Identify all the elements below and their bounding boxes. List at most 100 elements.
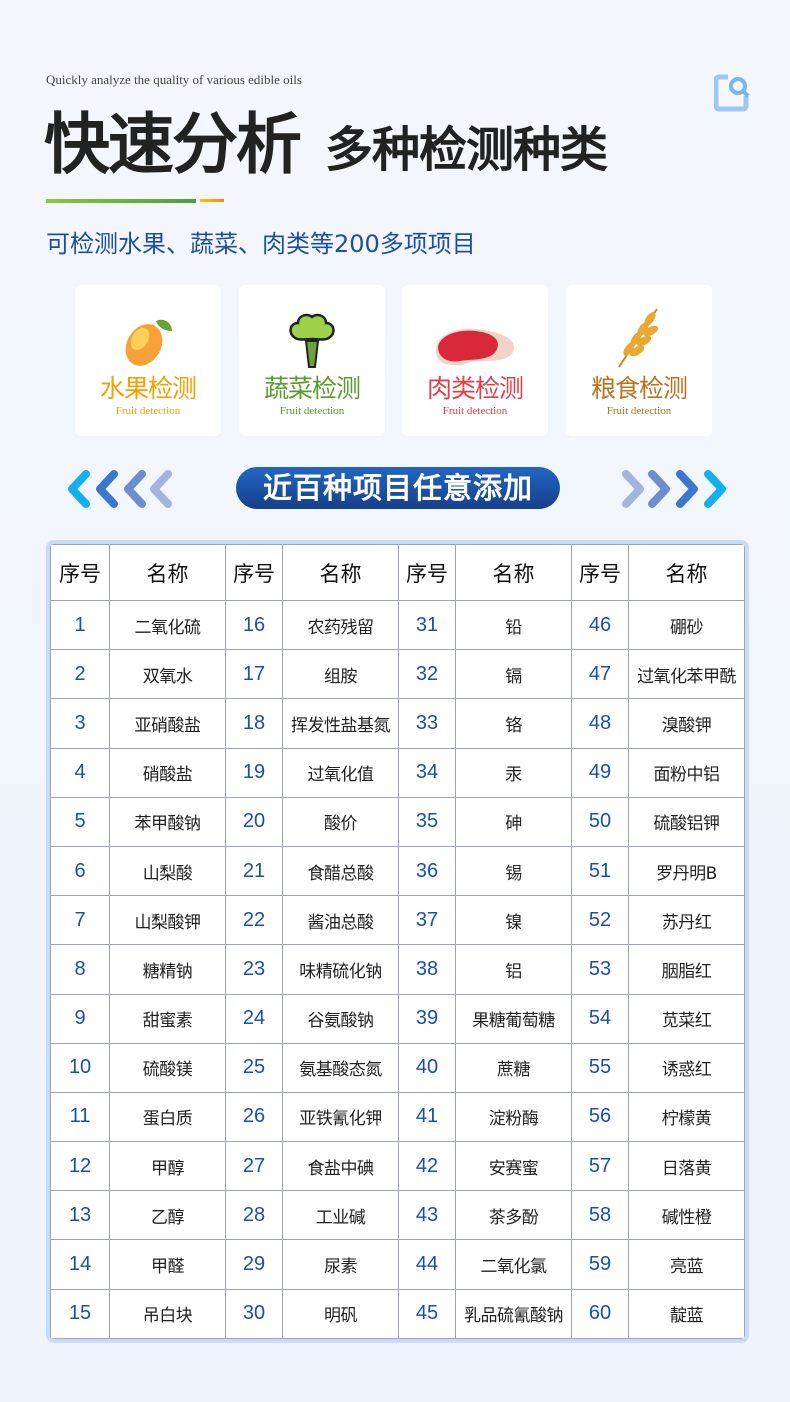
item-index: 53: [571, 944, 629, 995]
item-name: 靛蓝: [628, 1288, 745, 1339]
item-name: 果糖葡萄糖: [455, 993, 572, 1044]
table-row: 14 甲醛 29 尿素 44 二氧化氯 59 亮蓝: [50, 1239, 745, 1290]
column-header-index: 序号: [398, 544, 456, 601]
broccoli-icon: [289, 313, 335, 368]
item-name: 食盐中碘: [282, 1141, 399, 1192]
item-name: 糖精钠: [109, 944, 226, 995]
column-header-name: 名称: [628, 544, 745, 601]
table-row: 10 硫酸镁 25 氨基酸态氮 40 蔗糖 55 诱惑红: [50, 1042, 745, 1093]
item-index: 12: [50, 1141, 110, 1192]
item-index: 51: [571, 845, 629, 897]
item-name: 蛋白质: [109, 1091, 226, 1143]
table-row: 11 蛋白质 26 亚铁氰化钾 41 淀粉酶 56 柠檬黄: [50, 1091, 745, 1143]
item-name: 汞: [455, 747, 572, 798]
item-name: 锡: [455, 845, 572, 897]
item-index: 57: [571, 1141, 629, 1192]
item-name: 二氧化氯: [455, 1239, 572, 1290]
item-index: 46: [571, 599, 629, 651]
item-index: 52: [571, 895, 629, 946]
chevrons-right-icon: [622, 470, 726, 508]
item-name: 铬: [455, 698, 572, 749]
item-name: 溴酸钾: [628, 698, 745, 749]
item-index: 5: [50, 796, 110, 847]
item-name: 组胺: [282, 649, 399, 700]
page-subtitle: 多种检测种类: [325, 122, 608, 178]
card-subtitle: Fruit detection: [115, 405, 181, 417]
item-index: 33: [398, 698, 456, 749]
table-row: 13 乙醇 28 工业碱 43 茶多酚 58 碱性橙: [50, 1190, 745, 1241]
column-header-name: 名称: [109, 544, 226, 601]
item-index: 54: [571, 993, 629, 1044]
card-subtitle: Fruit detection: [606, 405, 672, 417]
item-name: 硫酸镁: [109, 1042, 226, 1093]
item-index: 42: [398, 1141, 456, 1192]
item-name: 罗丹明B: [628, 845, 745, 897]
item-name: 镉: [455, 649, 572, 700]
item-index: 37: [398, 895, 456, 946]
item-name: 味精硫化钠: [282, 944, 399, 995]
item-name: 铝: [455, 944, 572, 995]
divider-green: [46, 199, 196, 203]
column-header-index: 序号: [571, 544, 629, 601]
table-row: 1 二氧化硫 16 农药残留 31 铅 46 硼砂: [50, 599, 745, 651]
item-index: 34: [398, 747, 456, 798]
table-row: 4 硝酸盐 19 过氧化值 34 汞 49 面粉中铝: [50, 747, 745, 798]
meat-icon: [436, 328, 514, 366]
item-name: 苏丹红: [628, 895, 745, 946]
card-title: 水果检测: [99, 374, 197, 403]
card-subtitle: Fruit detection: [442, 405, 508, 417]
column-header-name: 名称: [455, 544, 572, 601]
item-index: 23: [225, 944, 283, 995]
item-name: 食醋总酸: [282, 845, 399, 897]
item-name: 山梨酸: [109, 845, 226, 897]
item-name: 安赛蜜: [455, 1141, 572, 1192]
item-index: 40: [398, 1042, 456, 1093]
item-index: 26: [225, 1091, 283, 1143]
item-index: 8: [50, 944, 110, 995]
page-title: 快速分析: [44, 105, 302, 183]
item-name: 蔗糖: [455, 1042, 572, 1093]
item-index: 29: [225, 1239, 283, 1290]
item-index: 48: [571, 698, 629, 749]
item-name: 乳品硫氰酸钠: [455, 1288, 572, 1339]
item-index: 10: [50, 1042, 110, 1093]
table-row: 15 吊白块 30 明矾 45 乳品硫氰酸钠 60 靛蓝: [50, 1288, 745, 1339]
item-index: 45: [398, 1288, 456, 1339]
item-name: 二氧化硫: [109, 599, 226, 651]
column-header-name: 名称: [282, 544, 399, 601]
card-vegetable: 蔬菜检测 Fruit detection: [239, 285, 385, 436]
item-index: 15: [50, 1288, 110, 1339]
item-index: 31: [398, 599, 456, 651]
item-name: 双氧水: [109, 649, 226, 700]
detection-items-table: 序号 名称 序号 名称 序号 名称 序号 名称 1 二氧化硫 16 农药残留 31 铅 46 硼砂 2 双氧水 1…: [46, 540, 749, 1343]
column-header-index: 序号: [225, 544, 283, 601]
description: 可检测水果、蔬菜、肉类等200多项项目: [46, 230, 476, 258]
item-index: 16: [225, 599, 283, 651]
table-row: 8 糖精钠 23 味精硫化钠 38 铝 53 胭脂红: [50, 944, 745, 995]
table-row: 5 苯甲酸钠 20 酸价 35 砷 50 硫酸铝钾: [50, 796, 745, 847]
item-name: 酸价: [282, 796, 399, 847]
item-name: 吊白块: [109, 1288, 226, 1339]
divider-orange: [200, 199, 224, 202]
item-name: 亮蓝: [628, 1239, 745, 1290]
item-index: 11: [50, 1091, 110, 1143]
item-index: 25: [225, 1042, 283, 1093]
item-index: 7: [50, 895, 110, 946]
item-name: 镍: [455, 895, 572, 946]
item-name: 面粉中铝: [628, 747, 745, 798]
item-name: 碱性橙: [628, 1190, 745, 1241]
item-name: 工业碱: [282, 1190, 399, 1241]
item-name: 日落黄: [628, 1141, 745, 1192]
item-index: 28: [225, 1190, 283, 1241]
item-index: 13: [50, 1190, 110, 1241]
item-name: 尿素: [282, 1239, 399, 1290]
item-name: 亚铁氰化钾: [282, 1091, 399, 1143]
item-name: 茶多酚: [455, 1190, 572, 1241]
item-name: 铅: [455, 599, 572, 651]
item-index: 4: [50, 747, 110, 798]
item-name: 过氧化苯甲酰: [628, 649, 745, 700]
item-index: 43: [398, 1190, 456, 1241]
item-index: 3: [50, 698, 110, 749]
card-title: 肉类检测: [426, 374, 524, 403]
item-index: 2: [50, 649, 110, 700]
